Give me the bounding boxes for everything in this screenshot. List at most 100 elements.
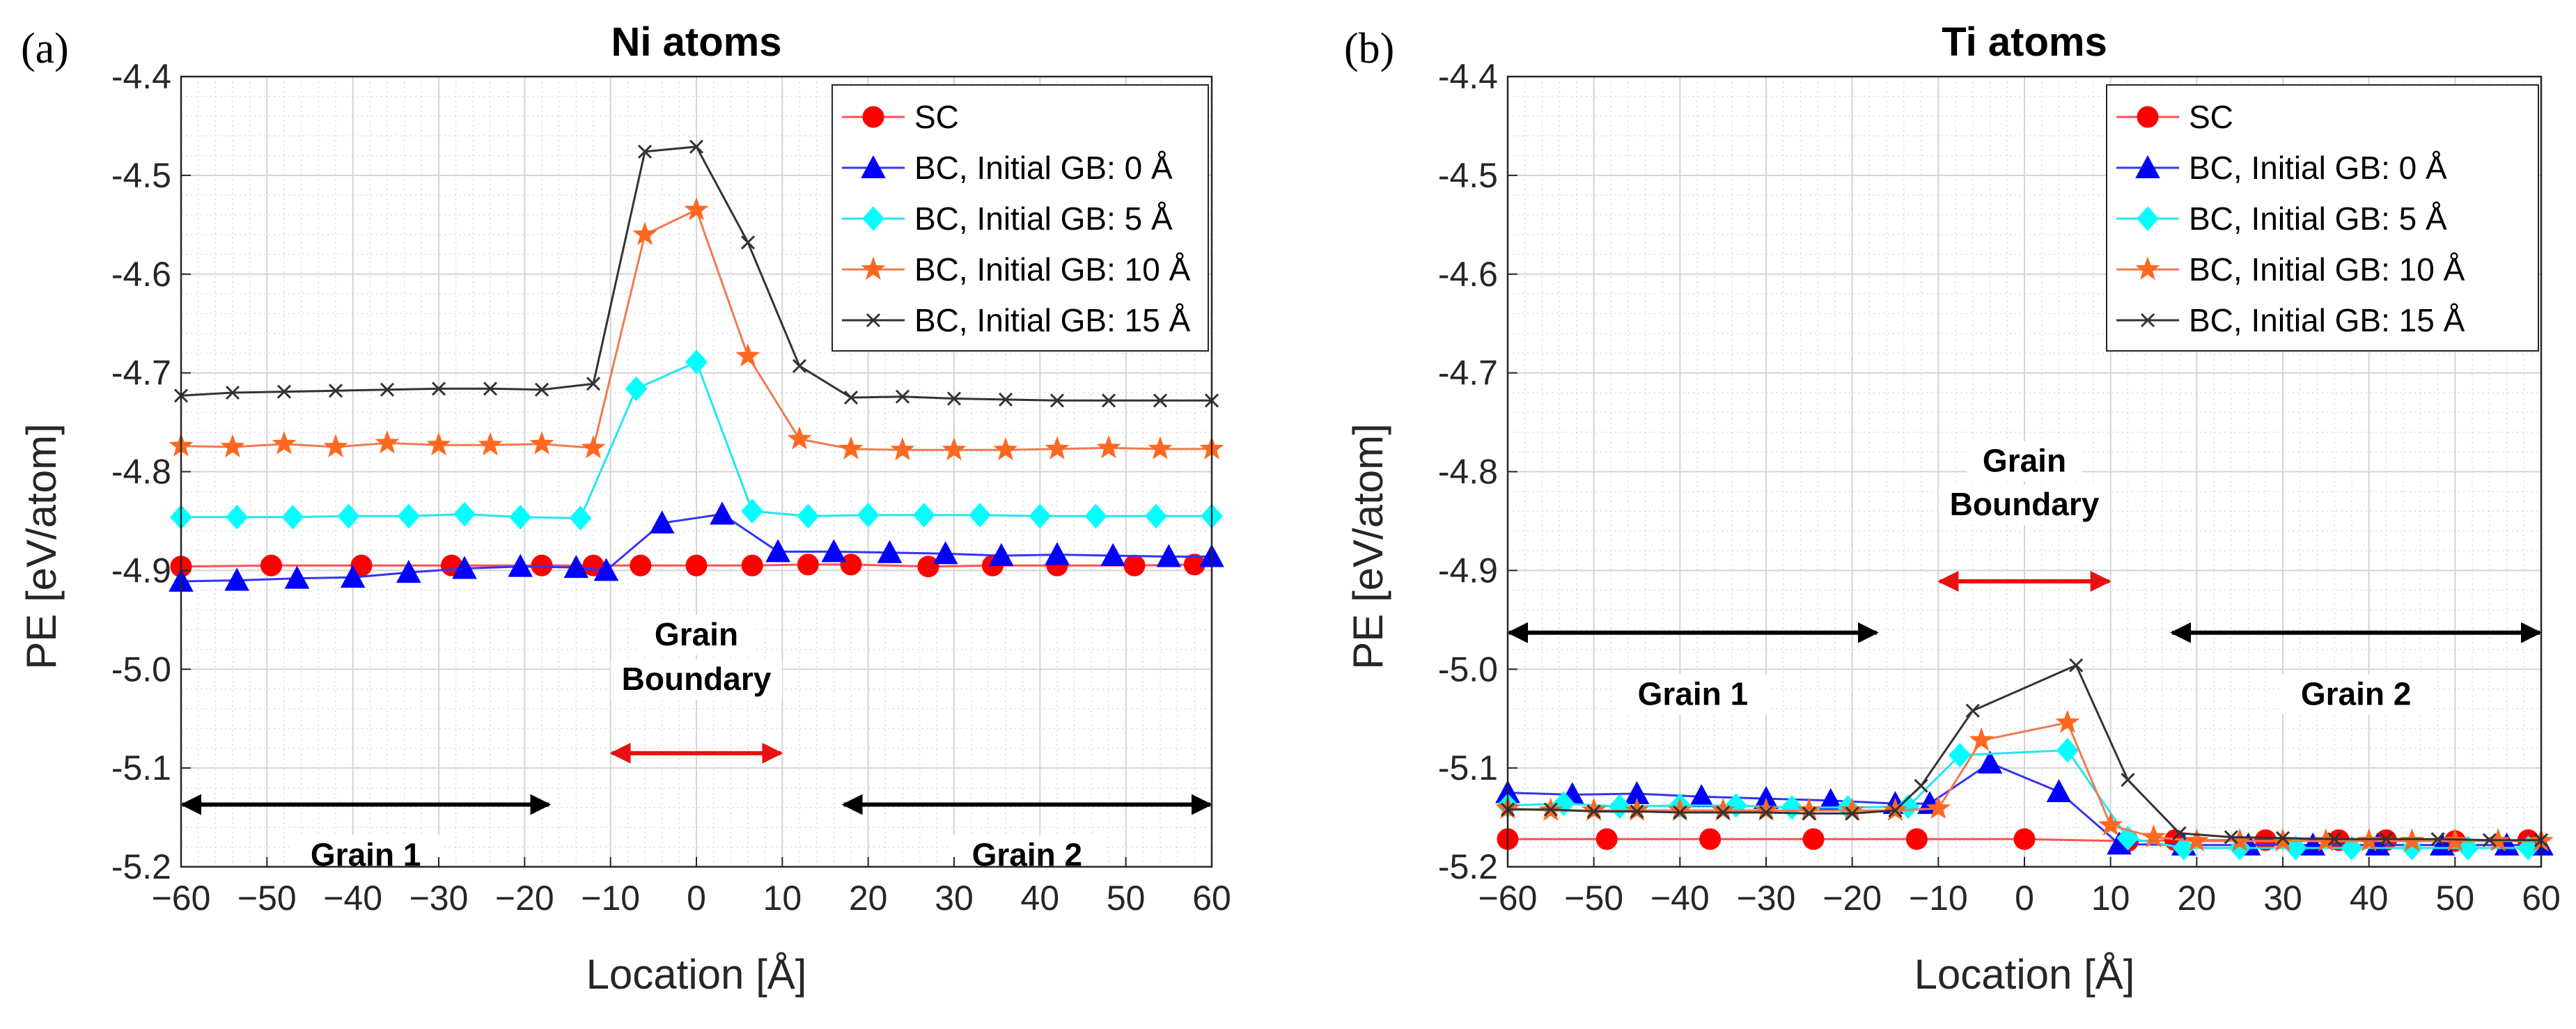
panel-a-data-point xyxy=(593,558,619,581)
panel-b-y-tick-label: -4.6 xyxy=(1438,255,1498,294)
panel-a-annotation-label: Boundary xyxy=(622,661,772,697)
panel-a-legend-marker xyxy=(862,106,884,128)
panel-b-data-point xyxy=(1802,828,1825,850)
panel-a-data-point xyxy=(797,503,820,529)
panel-a-legend-marker xyxy=(866,313,881,328)
panel-a-legend-item: BC, Initial GB: 5 Å xyxy=(842,201,1173,237)
panel-b-data-point xyxy=(1595,828,1618,850)
panel-a-data-point xyxy=(534,382,549,397)
panel-a-data-point xyxy=(431,382,446,396)
panel-b-data-point xyxy=(2121,773,2135,787)
panel-b-x-tick-label: −10 xyxy=(1909,879,1968,918)
panel-a-data-point xyxy=(226,505,249,530)
panel-a-y-tick-label: -5.2 xyxy=(111,847,171,886)
panel-b-series-line xyxy=(1507,721,2541,842)
panel-b-y-tick-label: -5.0 xyxy=(1438,650,1498,689)
panel-b-legend-marker xyxy=(2137,206,2159,231)
panel-b-data-point xyxy=(1969,727,1994,751)
panel-a-data-point xyxy=(337,503,360,529)
panel-b-data-point xyxy=(1905,828,1928,850)
panel-a-y-tick-label: -4.8 xyxy=(111,453,171,492)
panel-a-data-point xyxy=(220,434,245,457)
panel-b-x-tick-label: −50 xyxy=(1564,879,1623,918)
panel-a-title: Ni atoms xyxy=(611,19,782,65)
panel-b-annotation-label: Grain 1 xyxy=(1638,675,1749,712)
panel-a-data-point xyxy=(998,392,1013,407)
panel-b-data-point xyxy=(1689,784,1715,808)
panel-a-data-point xyxy=(942,437,967,461)
panel-b-data-point xyxy=(2056,737,2079,763)
panel-b-title: Ti atoms xyxy=(1942,19,2107,65)
panel-b-legend-item: BC, Initial GB: 0 Å xyxy=(2116,150,2447,186)
panel-b-data-point xyxy=(2098,812,2123,836)
panel-b-data-point xyxy=(2275,831,2290,845)
panel-a-data-point xyxy=(224,567,250,591)
panel-b-legend-label: BC, Initial GB: 10 Å xyxy=(2189,251,2465,288)
panel-b-data-point xyxy=(2224,830,2238,845)
panel-b-data-point xyxy=(1949,742,1972,768)
panel-a-legend-marker xyxy=(862,206,884,231)
panel-b-axes: −60 −50 −40 −30 −20 −10 0 10 20 30 40 50 60 -5.2 -5.1 -… xyxy=(1438,57,2561,918)
panel-b-data-point xyxy=(1630,804,1644,819)
panel-a-data-point xyxy=(765,539,791,563)
panel-a-axes: −60 −50 −40 −30 −20 −10 0 10 20 30 40 50 60 -5.2 -5.1 -… xyxy=(111,57,1231,918)
panel-b-x-tick-label: −40 xyxy=(1650,879,1710,918)
panel-b-data-point xyxy=(1754,797,1779,822)
panel-b-legend-label: BC, Initial GB: 0 Å xyxy=(2189,150,2447,186)
panel-a-data-point xyxy=(685,349,708,375)
panel-a-series xyxy=(169,139,1224,592)
panel-b-data-point xyxy=(2046,779,2072,803)
panel-a-data-point xyxy=(569,505,592,531)
panel-b-data-point xyxy=(2430,832,2445,847)
panel-a-annotation-label-bg xyxy=(951,835,1104,876)
panel-b-legend-marker xyxy=(2135,256,2160,280)
panel-b-data-point xyxy=(2482,833,2497,847)
panel-a-data-point xyxy=(792,359,807,373)
panel-b-annotation-label: Boundary xyxy=(1950,486,2100,522)
panel-b-legend: SC BC, Initial GB: 0 Å BC, Initial GB: 5 Å… xyxy=(2106,84,2539,352)
panel-a-legend-label: BC, Initial GB: 5 Å xyxy=(914,201,1173,237)
panel-a-data-point xyxy=(1045,436,1070,459)
panel-a-data-point xyxy=(890,437,915,461)
panel-a-data-point xyxy=(684,197,709,221)
panel-a-data-point xyxy=(969,503,991,528)
panel-a-data-point xyxy=(1084,503,1107,529)
panel-b-data-point xyxy=(1673,805,1687,820)
panel-b-data-point xyxy=(1716,805,1731,820)
panel-a-data-point xyxy=(1156,544,1182,567)
panel-a-x-tick-label: 0 xyxy=(687,879,706,918)
panel-a-y-axis-label: PE [eV/atom] xyxy=(18,423,65,670)
panel-a-data-point xyxy=(276,384,292,399)
panel-b-annotation-label: Grain 2 xyxy=(2301,675,2412,712)
panel-a-data-point xyxy=(993,437,1018,461)
panel-b-legend-item: BC, Initial GB: 10 Å xyxy=(2116,251,2465,288)
panel-b-data-point xyxy=(2517,835,2540,861)
panel-a-data-point xyxy=(1100,543,1126,567)
panel-a-y-tick-label: -4.7 xyxy=(111,354,171,393)
panel-a-label: (a) xyxy=(21,25,69,72)
panel-b-x-tick-label: 60 xyxy=(2522,879,2561,918)
panel-b-data-point xyxy=(1802,806,1816,821)
panel-a-y-tick-label: -4.5 xyxy=(111,156,171,195)
panel-a-legend-item: SC xyxy=(842,99,959,135)
panel-a-data-point xyxy=(741,498,764,524)
panel-b-legend-marker xyxy=(2140,313,2155,328)
panel-b-data-point xyxy=(1797,797,1822,822)
panel-b-legend-marker xyxy=(2137,106,2159,128)
panel-a-data-point xyxy=(1096,434,1121,459)
panel-a-data-point xyxy=(741,554,763,576)
panel-b-legend-item: BC, Initial GB: 5 Å xyxy=(2116,201,2447,237)
panel-a-data-point xyxy=(649,510,675,534)
panel-b-data-point xyxy=(2184,828,2209,852)
panel-a-data-point xyxy=(328,384,343,398)
panel-a-data-point xyxy=(787,426,812,450)
panel-a-annotation-label-bg xyxy=(611,659,782,700)
panel-a-data-point xyxy=(1045,542,1070,565)
panel-a-x-tick-label: 60 xyxy=(1192,879,1231,918)
panel-a-data-point xyxy=(340,565,366,588)
panel-b-annotation-label-bg xyxy=(1939,484,2110,525)
panel-b-data-point xyxy=(1586,804,1601,819)
panel-a-data-point xyxy=(735,343,760,367)
panel-a-y-tick-label: -4.9 xyxy=(111,551,171,590)
